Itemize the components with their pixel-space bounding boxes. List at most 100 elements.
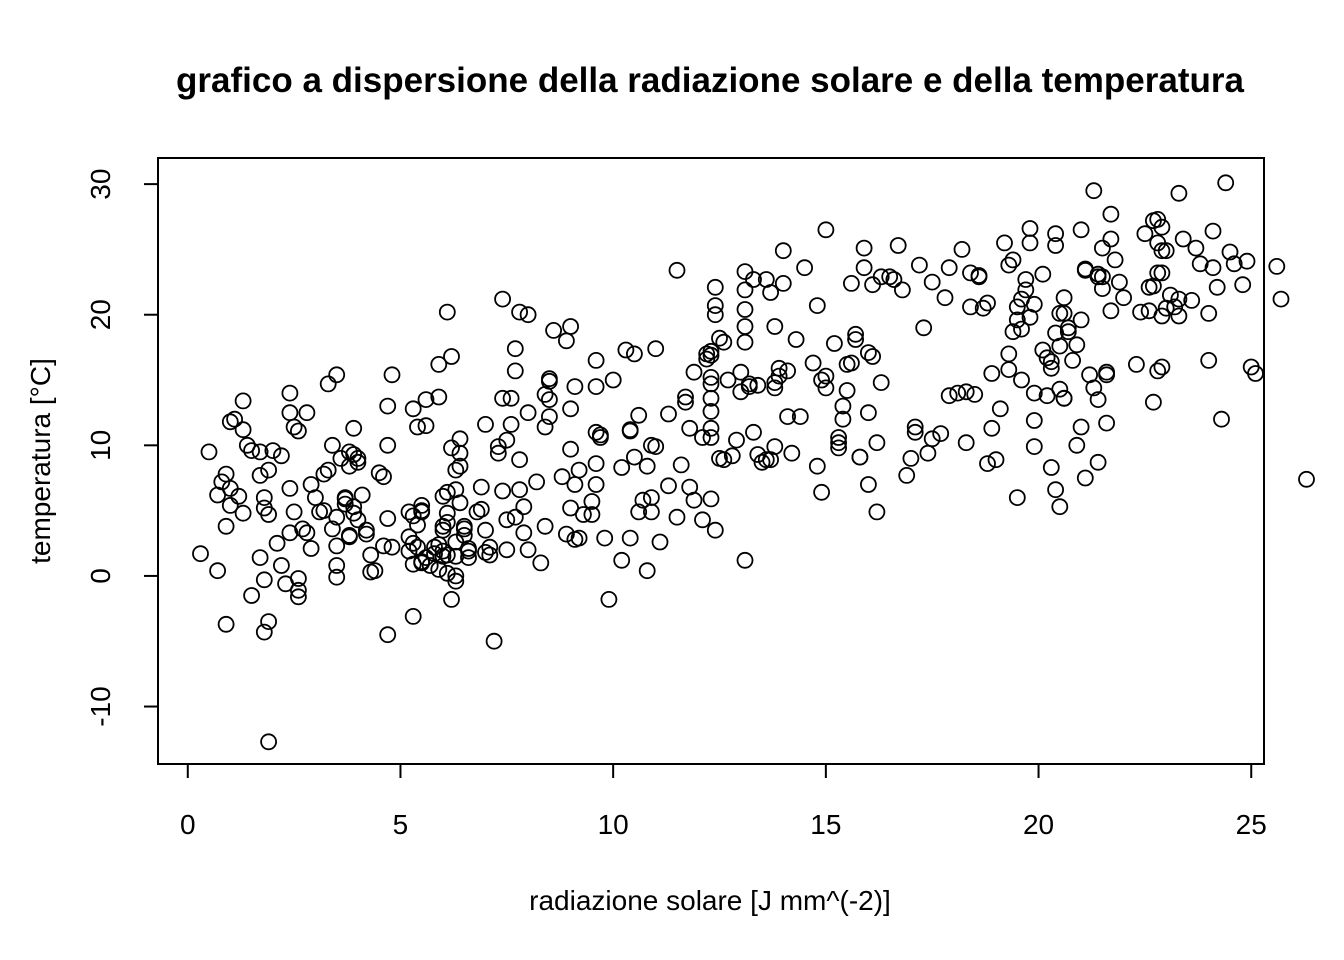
data-point bbox=[260, 506, 278, 523]
data-point bbox=[1000, 345, 1018, 363]
data-point bbox=[1055, 389, 1073, 407]
data-point bbox=[770, 359, 788, 377]
data-point bbox=[736, 333, 754, 351]
data-point bbox=[843, 274, 860, 292]
data-point bbox=[1183, 291, 1201, 309]
data-point bbox=[826, 335, 843, 352]
data-point bbox=[770, 367, 788, 385]
data-point bbox=[570, 529, 588, 547]
data-point bbox=[672, 456, 690, 474]
data-point bbox=[315, 465, 333, 483]
data-point bbox=[243, 587, 261, 604]
data-point bbox=[706, 521, 724, 539]
data-point bbox=[1157, 242, 1175, 260]
data-point bbox=[443, 591, 460, 608]
data-point bbox=[1000, 256, 1018, 274]
data-point bbox=[438, 546, 456, 564]
data-point bbox=[834, 410, 852, 428]
data-point bbox=[702, 346, 720, 364]
data-point bbox=[830, 439, 847, 457]
data-point bbox=[417, 391, 435, 409]
data-point bbox=[498, 541, 516, 559]
data-point bbox=[868, 434, 886, 452]
data-point bbox=[694, 429, 711, 446]
data-point bbox=[434, 521, 452, 539]
data-point bbox=[728, 431, 745, 449]
data-point bbox=[1136, 225, 1154, 243]
data-point bbox=[1272, 290, 1290, 308]
data-point bbox=[558, 332, 575, 350]
data-point bbox=[1025, 295, 1043, 313]
data-point bbox=[983, 419, 1001, 437]
data-point bbox=[289, 581, 307, 599]
data-point bbox=[1191, 255, 1209, 273]
data-point bbox=[413, 503, 431, 521]
data-point bbox=[298, 524, 316, 542]
data-point bbox=[979, 294, 996, 312]
data-point bbox=[957, 434, 975, 452]
data-point bbox=[434, 487, 452, 505]
data-point bbox=[413, 554, 431, 572]
data-point bbox=[757, 451, 775, 469]
data-point bbox=[1055, 289, 1073, 307]
data-point bbox=[553, 468, 571, 486]
data-point bbox=[864, 348, 881, 365]
data-point bbox=[285, 418, 303, 436]
data-point bbox=[1085, 182, 1103, 200]
data-point bbox=[911, 256, 928, 274]
data-point bbox=[711, 329, 728, 347]
data-point bbox=[587, 423, 605, 441]
data-point bbox=[566, 378, 584, 396]
data-point bbox=[1094, 268, 1111, 286]
data-point bbox=[962, 264, 979, 282]
data-point bbox=[443, 348, 460, 365]
data-point bbox=[511, 303, 528, 321]
data-point bbox=[1153, 218, 1171, 236]
data-point bbox=[902, 449, 920, 467]
data-point bbox=[1042, 353, 1060, 371]
data-point bbox=[940, 259, 958, 277]
data-point bbox=[766, 318, 784, 335]
data-point bbox=[613, 459, 631, 476]
data-point bbox=[443, 439, 460, 457]
data-point bbox=[647, 438, 665, 456]
data-point bbox=[511, 451, 528, 469]
data-point bbox=[817, 221, 835, 239]
data-point bbox=[1051, 304, 1069, 322]
data-point bbox=[668, 508, 686, 526]
data-point bbox=[230, 487, 248, 505]
data-point bbox=[264, 442, 282, 460]
data-point bbox=[894, 281, 911, 299]
data-point bbox=[481, 546, 499, 564]
data-point bbox=[1025, 384, 1043, 402]
data-point bbox=[1013, 320, 1030, 338]
data-point bbox=[906, 418, 924, 436]
data-point bbox=[1102, 302, 1120, 320]
chart-title: grafico a dispersione della radiazione s… bbox=[176, 61, 1244, 100]
data-point bbox=[192, 545, 209, 563]
data-point bbox=[315, 502, 333, 520]
data-point bbox=[289, 422, 307, 440]
data-point bbox=[583, 493, 601, 510]
data-point bbox=[808, 297, 826, 315]
data-point bbox=[1013, 371, 1030, 389]
data-point bbox=[226, 410, 244, 428]
y-axis: -10 0 10 20 30 bbox=[85, 169, 159, 727]
data-point bbox=[838, 382, 856, 399]
data-point bbox=[515, 524, 533, 542]
data-point bbox=[502, 389, 520, 407]
data-point bbox=[1225, 255, 1243, 273]
data-point bbox=[940, 387, 958, 405]
data-point bbox=[200, 443, 218, 461]
data-point bbox=[872, 268, 890, 286]
data-point bbox=[1017, 281, 1035, 299]
data-point bbox=[1064, 351, 1081, 369]
data-point bbox=[906, 423, 924, 441]
data-point bbox=[736, 263, 754, 281]
data-point bbox=[255, 571, 273, 589]
data-point bbox=[281, 479, 299, 497]
data-point bbox=[349, 453, 367, 471]
data-point bbox=[506, 340, 524, 358]
data-point bbox=[357, 521, 375, 539]
